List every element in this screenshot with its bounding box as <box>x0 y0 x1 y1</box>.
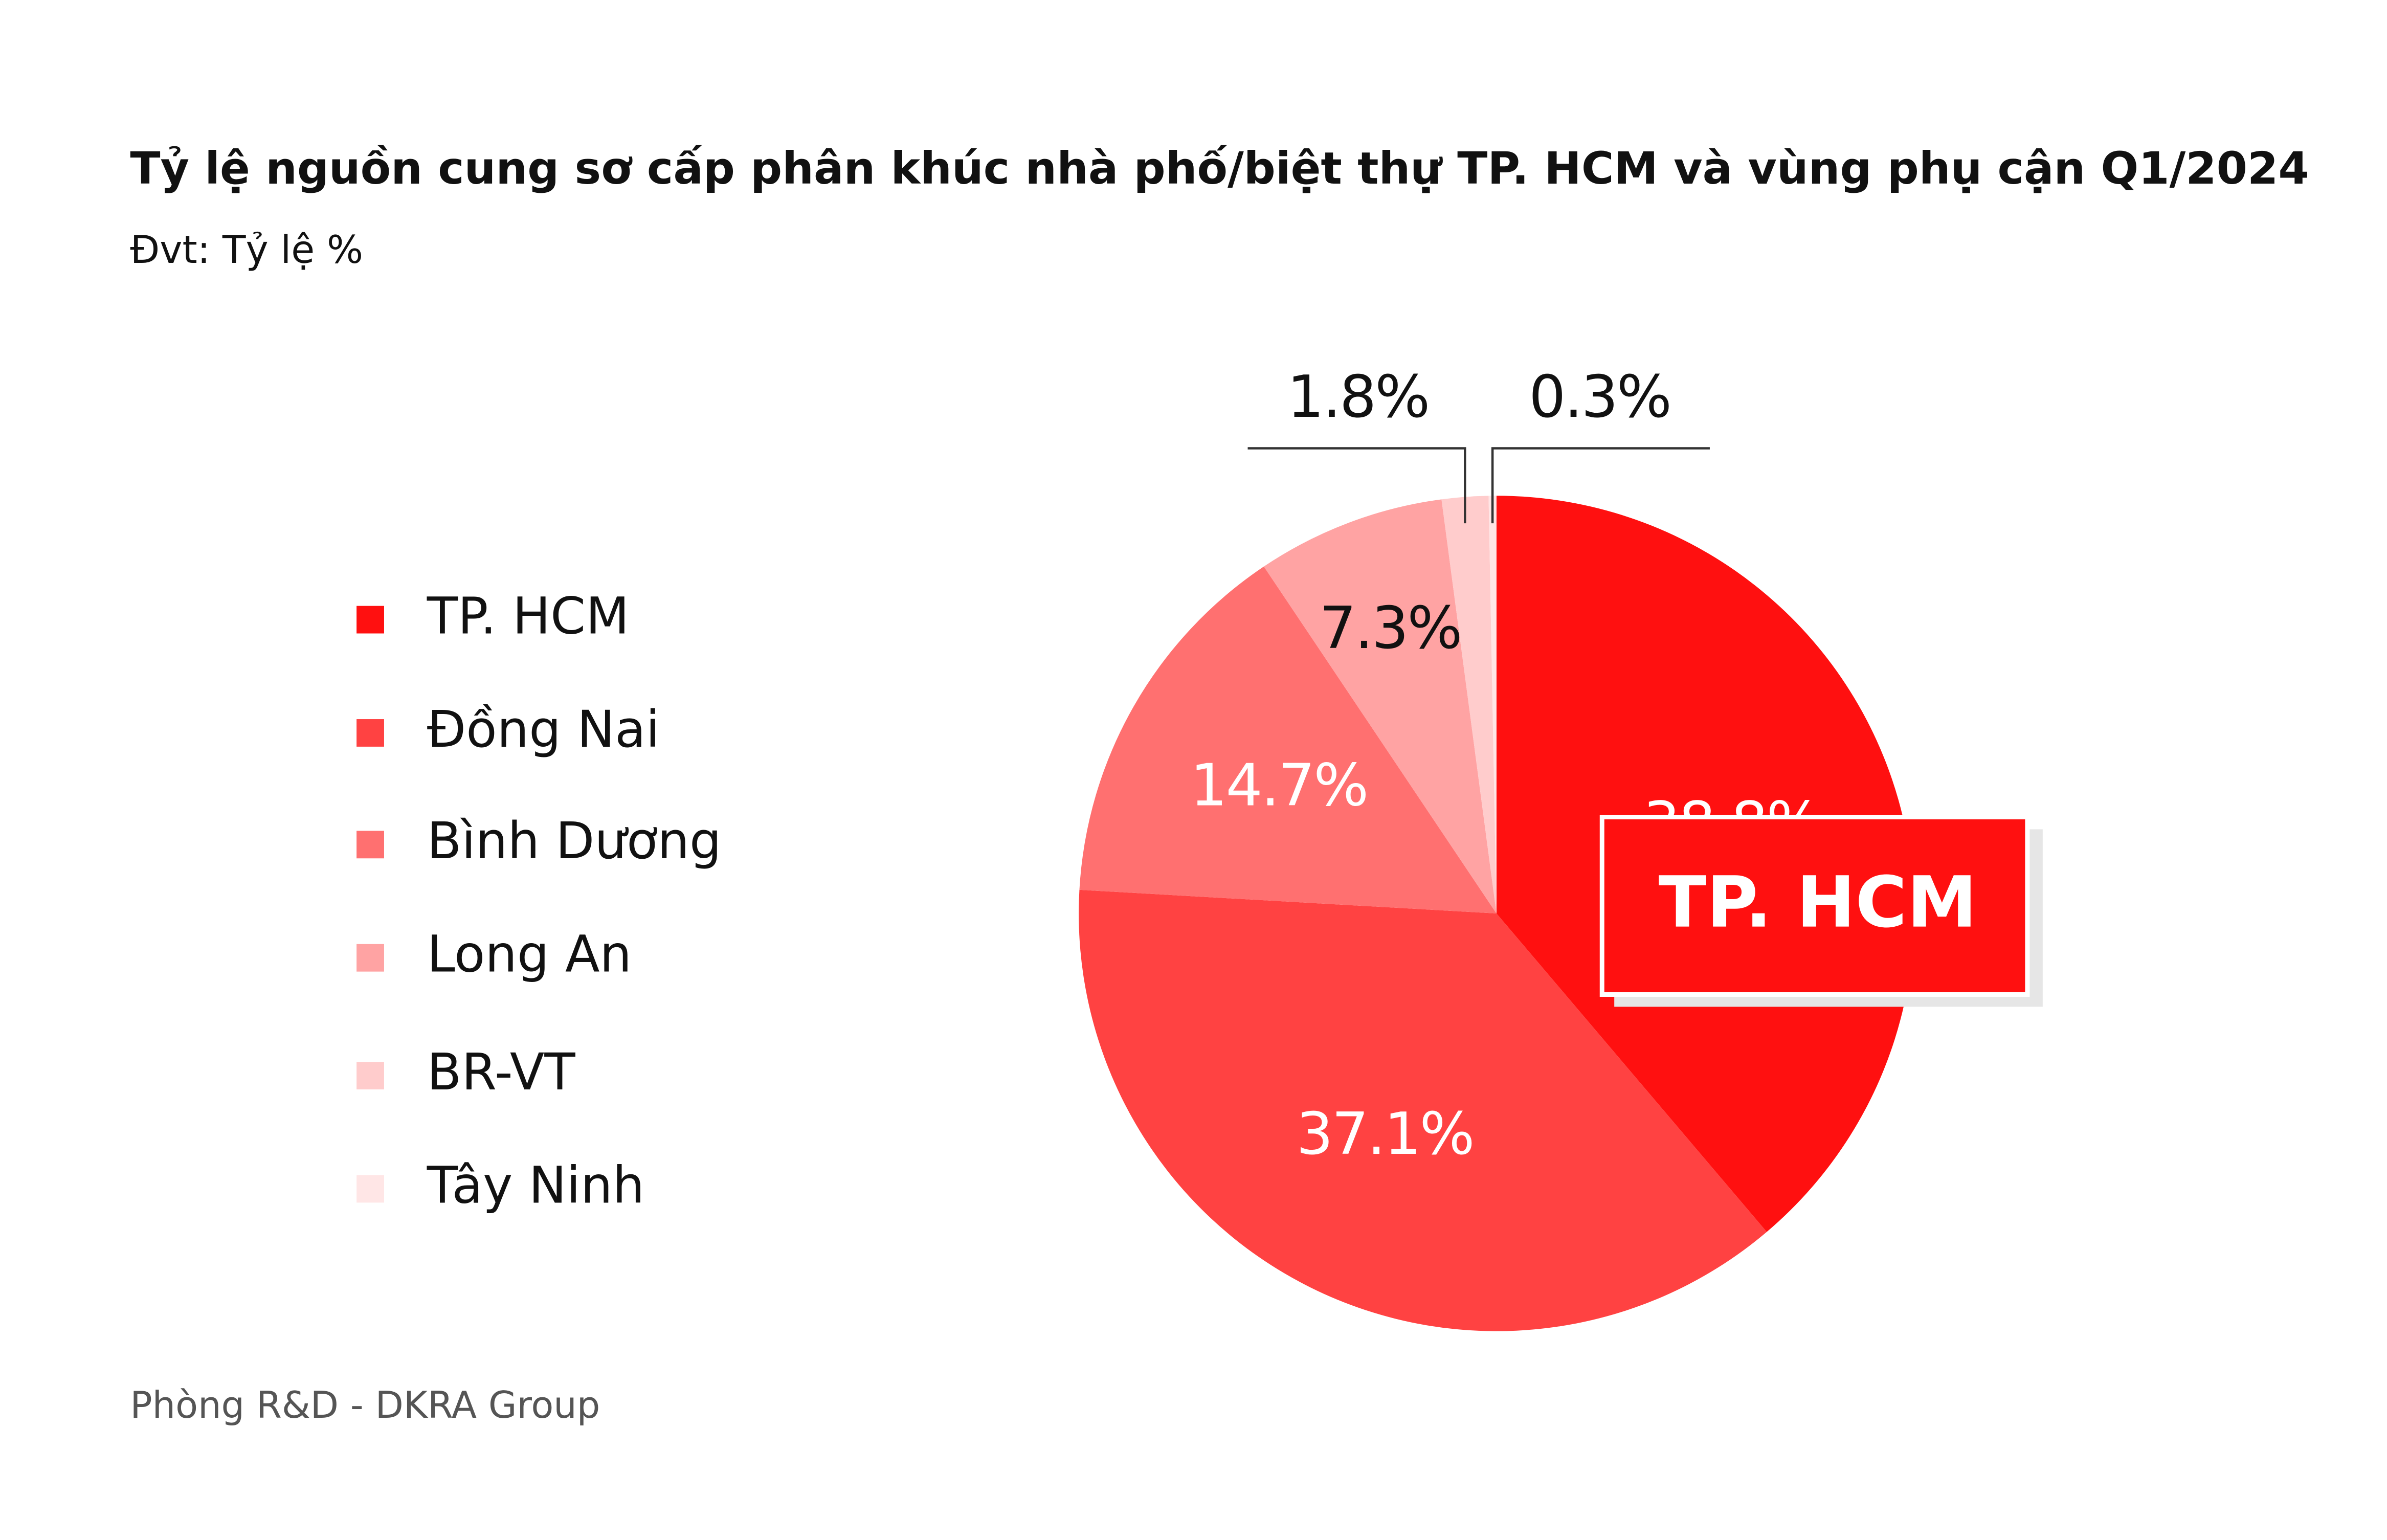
legend-swatch <box>356 1175 384 1203</box>
legend-label: Đồng Nai <box>427 700 660 759</box>
legend-swatch <box>356 944 384 972</box>
legend-label: TP. HCM <box>427 587 630 645</box>
legend-swatch <box>356 831 384 859</box>
data-label: 37.1% <box>1296 1100 1473 1168</box>
legend-label: BR-VT <box>427 1043 576 1102</box>
pie-slice <box>1441 496 1497 913</box>
pie-slice <box>1079 889 1767 1331</box>
callout-label: TP. HCM <box>1659 862 1977 944</box>
chart-subtitle: Đvt: Tỷ lệ % <box>130 228 363 272</box>
legend-swatch <box>356 1062 384 1089</box>
legend: TP. HCM Đồng Nai Bình Dương Long An BR-VT Tây… <box>356 587 722 1215</box>
chart-title: Tỷ lệ nguồn cung sơ cấp phân khúc nhà ph… <box>130 143 2309 194</box>
pie-slice <box>1079 566 1497 913</box>
legend-swatch <box>356 719 384 747</box>
source: Phòng R&D - DKRA Group <box>130 1383 600 1426</box>
legend-label: Tây Ninh <box>427 1156 644 1215</box>
legend-label: Long An <box>427 925 632 984</box>
leader-line <box>1247 447 1466 524</box>
legend-label: Bình Dương <box>427 812 722 871</box>
pie-slice <box>1488 496 1497 913</box>
data-label: 7.3% <box>1320 594 1461 662</box>
pie-slice <box>1264 499 1497 913</box>
callout-box <box>1599 815 2030 997</box>
data-label: 1.8% <box>1287 363 1429 431</box>
callout: TP. HCM <box>1599 815 2043 1007</box>
legend-swatch <box>356 606 384 634</box>
data-label: 14.7% <box>1190 751 1367 819</box>
data-label: 0.3% <box>1529 363 1670 431</box>
leader-line <box>1491 447 1710 524</box>
